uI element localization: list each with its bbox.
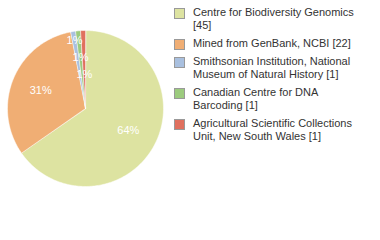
html-text:Mined from GenBank, NCBI [22]: Mined from GenBank, NCBI [22] [193,37,351,49]
svg-text:31%: 31% [30,84,52,96]
svg-text:1%: 1% [76,68,92,80]
svg-text:64%: 64% [117,124,139,136]
html-text:Smithsonian Institution, Natio: Smithsonian Institution, National Museum… [193,55,351,80]
svg-text:1%: 1% [73,51,89,63]
html-text:Agricultural Scientific Collec: Agricultural Scientific Collections Unit… [193,117,352,142]
html-text:Centre for Biodiversity Genomi: Centre for Biodiversity Genomics [45] [193,6,354,31]
html-text:Canadian Centre for DNA Barcod: Canadian Centre for DNA Barcoding [1] [193,86,318,111]
svg-text:1%: 1% [67,34,83,46]
